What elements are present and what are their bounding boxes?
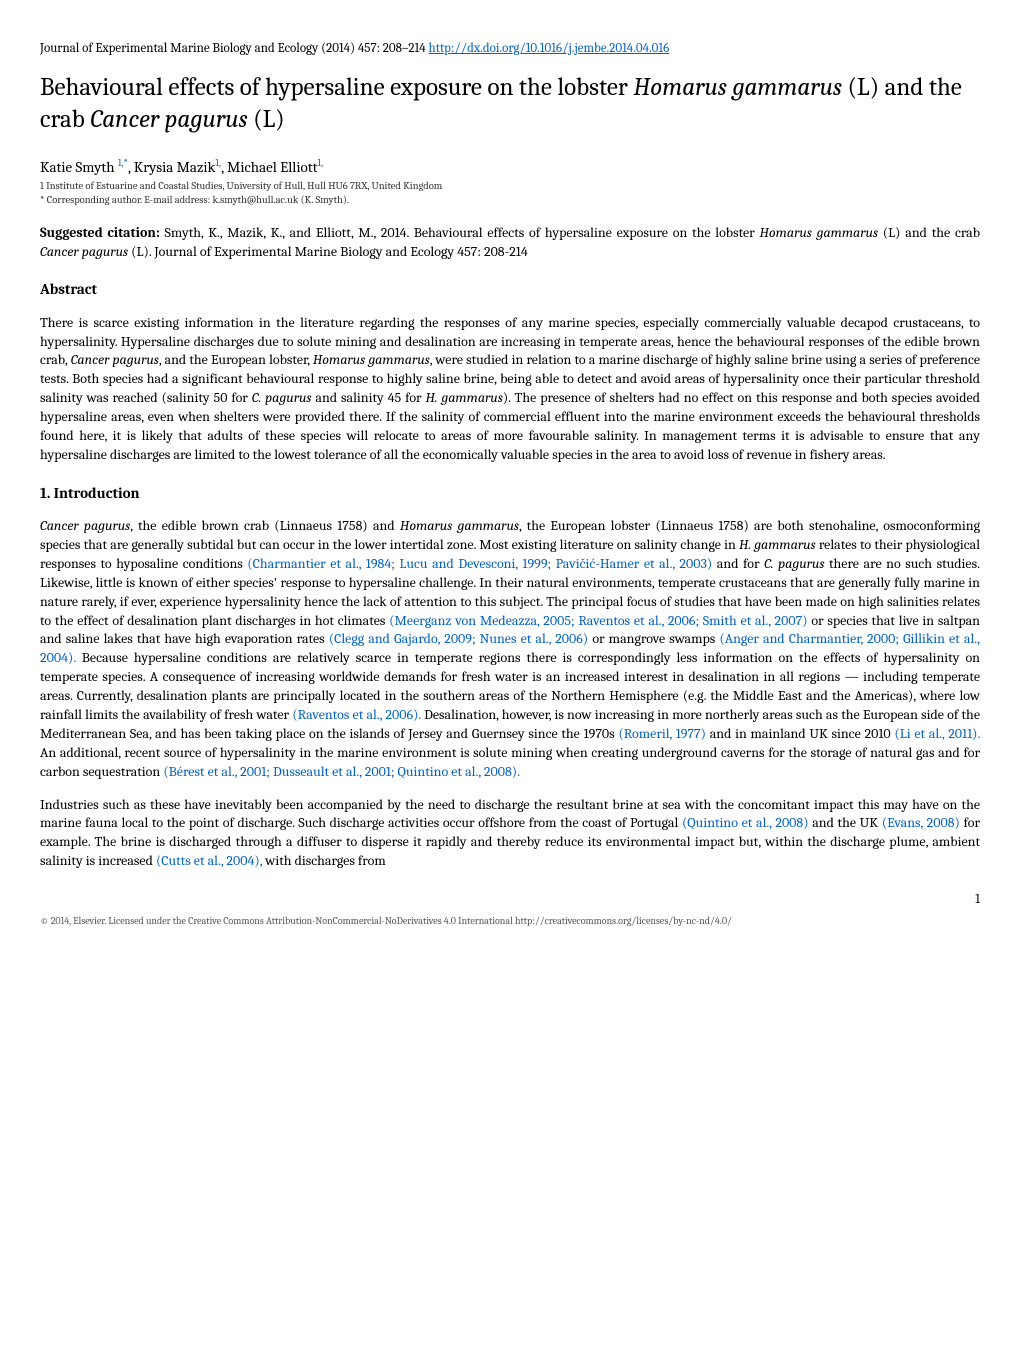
title-species-1: Homarus gammarus	[633, 73, 842, 102]
intro-sp2: Homarus gammarus	[400, 517, 519, 534]
citation-5[interactable]: (Raventos et al., 2006).	[292, 706, 421, 723]
citation-mid: (L) and the crab	[878, 224, 980, 241]
citation-pre: Smyth, K., Mazik, K., and Elliott, M., 2…	[160, 224, 760, 241]
abstract-heading: Abstract	[40, 279, 980, 299]
author-3-sup: 1,	[317, 157, 323, 169]
citation-label: Suggested citation:	[40, 224, 160, 241]
author-3: , Michael Elliott	[221, 158, 317, 176]
doi-link[interactable]: http://dx.doi.org/10.1016/j.jembe.2014.0…	[429, 41, 670, 56]
author-2: , Krysia Mazik	[128, 158, 216, 176]
citation-post: (L). Journal of Experimental Marine Biol…	[128, 243, 528, 260]
abs-sp3: C. pagurus	[252, 389, 312, 406]
page-number: 1	[40, 891, 980, 909]
intro-t4: and for	[712, 555, 764, 572]
citation-6[interactable]: (Romeril, 1977)	[618, 725, 706, 742]
abs-sp4: H. gammarus	[426, 389, 503, 406]
license-footer: © 2014, Elsevier. Licensed under the Cre…	[40, 915, 980, 929]
abs-sp1: Cancer pagurus	[71, 351, 159, 368]
intro-sp1: Cancer pagurus	[40, 517, 130, 534]
intro-sp3: H. gammarus	[739, 536, 816, 553]
article-title: Behavioural effects of hypersaline expos…	[40, 72, 980, 137]
intro-t10: and in mainland UK since 2010	[706, 725, 894, 742]
intro-paragraph-2: Industries such as these have inevitably…	[40, 796, 980, 872]
author-1-sup: 1,*	[118, 157, 128, 169]
abstract-paragraph: There is scarce existing information in …	[40, 314, 980, 465]
citation-9[interactable]: (Quintino et al., 2008)	[682, 814, 809, 831]
title-species-2: Cancer pagurus	[90, 105, 247, 134]
intro-t7: or mangrove swamps	[588, 630, 719, 647]
intro-paragraph-1: Cancer pagurus, the edible brown crab (L…	[40, 517, 980, 781]
authors-line: Katie Smyth 1,*, Krysia Mazik 1,, Michael…	[40, 157, 980, 177]
corresponding-author: * Corresponding author. E-mail address: …	[40, 193, 980, 207]
citation-10[interactable]: (Evans, 2008)	[882, 814, 960, 831]
citation-3[interactable]: (Clegg and Gajardo, 2009; Nunes et al., …	[329, 630, 588, 647]
abs-t4: and salinity 45 for	[312, 389, 426, 406]
journal-citation: Journal of Experimental Marine Biology a…	[40, 41, 429, 56]
suggested-citation: Suggested citation: Smyth, K., Mazik, K.…	[40, 224, 980, 262]
journal-header: Journal of Experimental Marine Biology a…	[40, 40, 980, 58]
abs-sp2: Homarus gammarus	[313, 351, 430, 368]
citation-7[interactable]: (Li et al., 2011).	[894, 725, 980, 742]
affiliation: 1 Institute of Estuarine and Coastal Stu…	[40, 179, 980, 194]
intro2-t2: and the UK	[809, 814, 882, 831]
citation-11[interactable]: (Cutts et al., 2004),	[156, 852, 262, 869]
introduction-heading: 1. Introduction	[40, 483, 980, 503]
citation-2[interactable]: (Meerganz von Medeazza, 2005; Raventos e…	[389, 612, 807, 629]
title-text-1: Behavioural effects of hypersaline expos…	[40, 73, 633, 102]
citation-1[interactable]: (Charmantier et al., 1984; Lucu and Deve…	[247, 555, 712, 572]
intro2-t4: with discharges from	[262, 852, 386, 869]
intro-t1: , the edible brown crab (Linnaeus 1758) …	[130, 517, 400, 534]
intro-sp4: C. pagurus	[764, 555, 824, 572]
citation-8[interactable]: (Bérest et al., 2001; Dusseault et al., …	[163, 763, 520, 780]
citation-sp1: Homarus gammarus	[759, 224, 878, 241]
title-text-3: (L)	[248, 105, 285, 134]
author-1: Katie Smyth	[40, 158, 118, 176]
abs-t2: , and the European lobster,	[159, 351, 313, 368]
citation-sp2: Cancer pagurus	[40, 243, 128, 260]
